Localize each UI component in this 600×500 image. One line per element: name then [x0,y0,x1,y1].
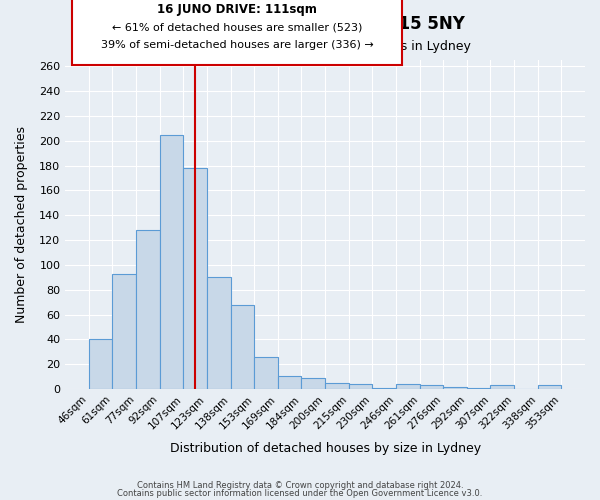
Bar [490,386,514,389]
Bar [419,386,443,389]
Y-axis label: Number of detached properties: Number of detached properties [15,126,28,323]
Bar [278,376,301,389]
Bar [301,378,325,389]
Bar [112,274,136,389]
Bar [373,388,396,389]
Text: Contains HM Land Registry data © Crown copyright and database right 2024.: Contains HM Land Registry data © Crown c… [137,481,463,490]
Bar [396,384,419,389]
Bar [443,386,467,389]
Text: Size of property relative to detached houses in Lydney: Size of property relative to detached ho… [129,40,471,53]
Bar [89,340,112,389]
Bar [230,304,254,389]
Text: ← 61% of detached houses are smaller (523): ← 61% of detached houses are smaller (52… [112,22,362,32]
Bar [160,134,184,389]
X-axis label: Distribution of detached houses by size in Lydney: Distribution of detached houses by size … [170,442,481,455]
Bar [538,386,562,389]
Text: 39% of semi-detached houses are larger (336) →: 39% of semi-detached houses are larger (… [101,40,373,50]
Text: 16, JUNO DRIVE, LYDNEY, GL15 5NY: 16, JUNO DRIVE, LYDNEY, GL15 5NY [136,15,464,33]
Bar [349,384,373,389]
Text: Contains public sector information licensed under the Open Government Licence v3: Contains public sector information licen… [118,488,482,498]
Bar [254,357,278,389]
Bar [467,388,490,389]
Bar [325,383,349,389]
Bar [136,230,160,389]
Bar [184,168,207,389]
Bar [207,278,230,389]
Text: 16 JUNO DRIVE: 111sqm: 16 JUNO DRIVE: 111sqm [157,2,317,16]
